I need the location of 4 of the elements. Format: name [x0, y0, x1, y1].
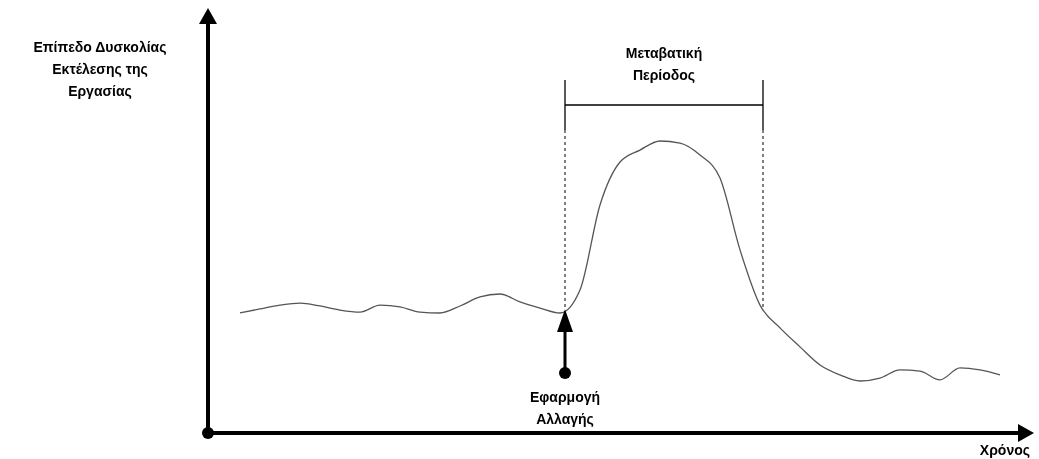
annotation: Εφαρμογή Αλλαγής	[529, 389, 601, 427]
text: Μεταβατική Περίοδος	[625, 45, 703, 83]
y-axis-title: Επίπεδο Δυσκολίας Εκτέλεσης της Εργασίας	[33, 39, 167, 99]
x-axis-title: Χρόνος	[979, 442, 1030, 458]
